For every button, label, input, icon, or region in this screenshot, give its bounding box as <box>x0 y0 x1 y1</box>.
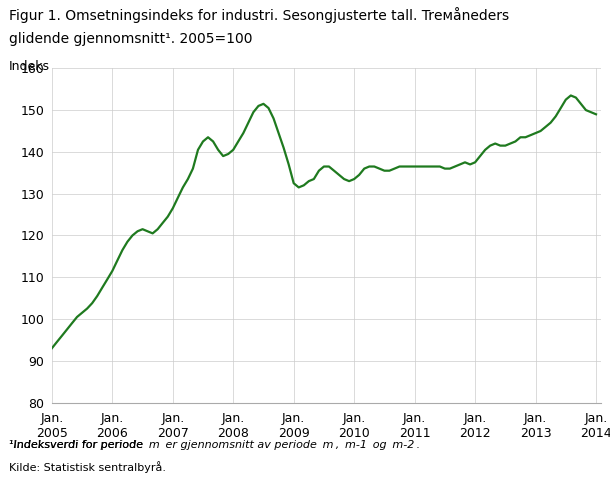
Text: Kilde: Statistisk sentralbyrå.: Kilde: Statistisk sentralbyrå. <box>9 461 166 473</box>
Text: ¹Indeksverdi for periode  m  er gjennomsnitt av periode  m ,  m-1  og  m-2 .: ¹Indeksverdi for periode m er gjennomsni… <box>9 440 420 450</box>
Text: ¹Indeksverdi for periode: ¹Indeksverdi for periode <box>9 440 146 450</box>
Text: Indeks: Indeks <box>9 60 50 73</box>
Text: Figur 1. Omsetningsindeks for industri. Sesongjusterte tall. Trемåneders: Figur 1. Omsetningsindeks for industri. … <box>9 7 509 23</box>
Text: glidende gjennomsnitt¹. 2005=100: glidende gjennomsnitt¹. 2005=100 <box>9 32 253 46</box>
